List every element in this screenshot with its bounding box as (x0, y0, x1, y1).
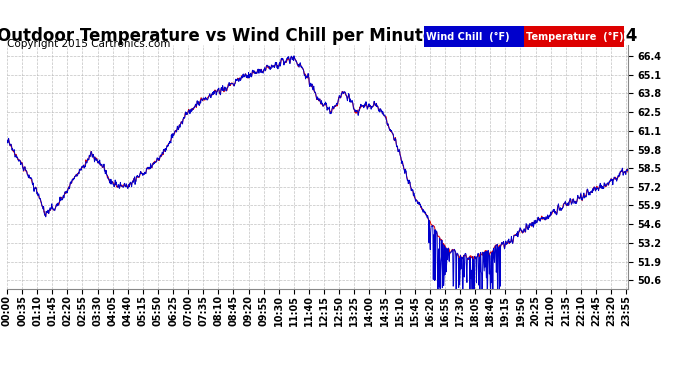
Title: Outdoor Temperature vs Wind Chill per Minute (24 Hours) 20150524: Outdoor Temperature vs Wind Chill per Mi… (0, 27, 638, 45)
Text: Wind Chill  (°F): Wind Chill (°F) (426, 32, 509, 42)
Text: Copyright 2015 Cartronics.com: Copyright 2015 Cartronics.com (7, 39, 170, 50)
Text: Temperature  (°F): Temperature (°F) (526, 32, 623, 42)
